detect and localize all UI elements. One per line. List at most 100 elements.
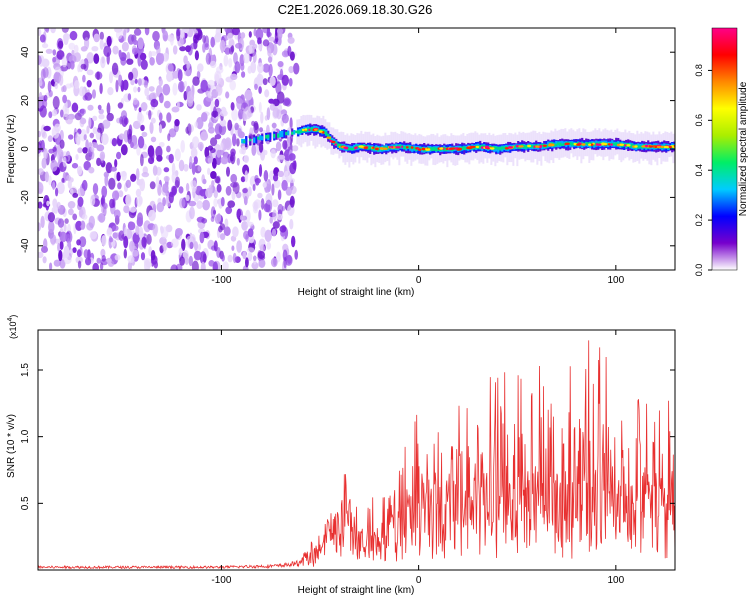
noise-blob bbox=[251, 144, 257, 156]
signal-track bbox=[241, 114, 675, 168]
noise-blob bbox=[241, 145, 247, 155]
noise-blob bbox=[80, 117, 87, 125]
noise-blob bbox=[185, 68, 191, 77]
track-hotspot bbox=[624, 144, 627, 147]
noise-blob bbox=[291, 235, 296, 248]
track-hotspot bbox=[581, 143, 586, 146]
noise-blob bbox=[115, 79, 119, 93]
noise-blob bbox=[123, 29, 127, 42]
track-hotspot bbox=[372, 146, 375, 149]
noise-blob bbox=[109, 71, 113, 84]
track-hotspot bbox=[663, 145, 669, 149]
noise-blob bbox=[143, 80, 149, 88]
noise-blob bbox=[155, 176, 160, 189]
noise-blob bbox=[286, 254, 292, 264]
noise-blob bbox=[183, 163, 189, 172]
track-hotspot bbox=[564, 142, 570, 145]
noise-blob bbox=[214, 73, 220, 84]
noise-blob bbox=[257, 251, 265, 259]
noise-blob bbox=[236, 240, 243, 253]
noise-blob bbox=[48, 220, 55, 234]
noise-blob bbox=[292, 145, 299, 152]
noise-blob bbox=[230, 148, 236, 157]
noise-blob bbox=[39, 79, 43, 87]
noise-blob bbox=[74, 80, 80, 89]
spectrogram-y-tick-label: 20 bbox=[20, 95, 31, 107]
noise-blob bbox=[284, 170, 289, 177]
noise-blob bbox=[214, 98, 220, 108]
noise-blob bbox=[223, 226, 231, 237]
track-hotspot bbox=[539, 144, 543, 148]
noise-blob bbox=[172, 82, 178, 96]
noise-blob bbox=[63, 223, 67, 232]
noise-blob bbox=[72, 192, 79, 198]
noise-blob bbox=[231, 108, 239, 121]
noise-blob bbox=[52, 146, 57, 152]
track-hotspot bbox=[533, 145, 536, 148]
noise-blob bbox=[80, 63, 87, 70]
noise-blob bbox=[140, 252, 146, 261]
noise-blob bbox=[61, 56, 68, 68]
noise-blob bbox=[117, 102, 124, 109]
track-band bbox=[431, 147, 434, 151]
track-band bbox=[465, 147, 468, 150]
track-band bbox=[531, 144, 534, 148]
noise-blob bbox=[197, 141, 204, 151]
track-band bbox=[501, 146, 504, 150]
noise-blob bbox=[99, 31, 105, 41]
noise-blob bbox=[38, 141, 42, 154]
noise-blob bbox=[68, 42, 76, 50]
noise-blob bbox=[202, 253, 207, 263]
noise-blob bbox=[59, 240, 64, 250]
track-band bbox=[615, 142, 618, 146]
noise-blob bbox=[257, 192, 263, 199]
noise-blob bbox=[68, 54, 77, 64]
noise-blob bbox=[125, 179, 132, 188]
noise-blob bbox=[132, 47, 138, 55]
track-band bbox=[357, 145, 360, 149]
noise-blob bbox=[116, 171, 121, 182]
noise-blob bbox=[96, 257, 102, 264]
noise-blob bbox=[277, 189, 282, 201]
track-band bbox=[283, 129, 286, 139]
noise-blob bbox=[201, 112, 208, 122]
noise-blob bbox=[101, 255, 106, 262]
noise-blob bbox=[138, 226, 144, 239]
noise-blob bbox=[140, 124, 145, 132]
noise-blob bbox=[229, 47, 234, 55]
snr-series-line bbox=[38, 340, 675, 570]
noise-blob bbox=[258, 86, 262, 94]
noise-blob bbox=[40, 68, 46, 81]
noise-blob bbox=[42, 256, 47, 264]
noise-blob bbox=[41, 58, 50, 68]
track-hotspot bbox=[344, 147, 349, 150]
noise-blob bbox=[277, 170, 285, 178]
snr-y-ticks: 0.5 1.0 1.5 bbox=[20, 363, 675, 510]
noise-blob bbox=[103, 45, 112, 57]
noise-blob bbox=[139, 52, 147, 61]
noise-blob bbox=[269, 216, 274, 224]
noise-blob bbox=[235, 42, 243, 49]
noise-blob bbox=[156, 202, 165, 213]
noise-blob bbox=[118, 74, 123, 87]
noise-blob bbox=[224, 137, 232, 151]
track-hotspot bbox=[527, 144, 532, 148]
noise-blob bbox=[136, 194, 143, 207]
noise-blob bbox=[92, 262, 99, 270]
track-band bbox=[585, 142, 588, 145]
noise-blob bbox=[69, 30, 78, 41]
track-hotspot bbox=[619, 143, 624, 146]
noise-blob bbox=[232, 226, 239, 238]
noise-blob bbox=[262, 39, 270, 47]
noise-blob bbox=[125, 194, 132, 207]
noise-blob bbox=[191, 136, 200, 149]
noise-blob bbox=[264, 229, 272, 242]
noise-blob bbox=[114, 159, 118, 168]
spectrogram-x-ticks: -100 0 100 bbox=[211, 28, 625, 286]
spectrogram-y-tick-label: -40 bbox=[20, 238, 31, 253]
noise-blob bbox=[201, 218, 208, 224]
noise-blob bbox=[207, 167, 211, 175]
noise-blob bbox=[268, 98, 275, 104]
noise-blob bbox=[252, 183, 256, 192]
noise-blob bbox=[208, 122, 214, 130]
